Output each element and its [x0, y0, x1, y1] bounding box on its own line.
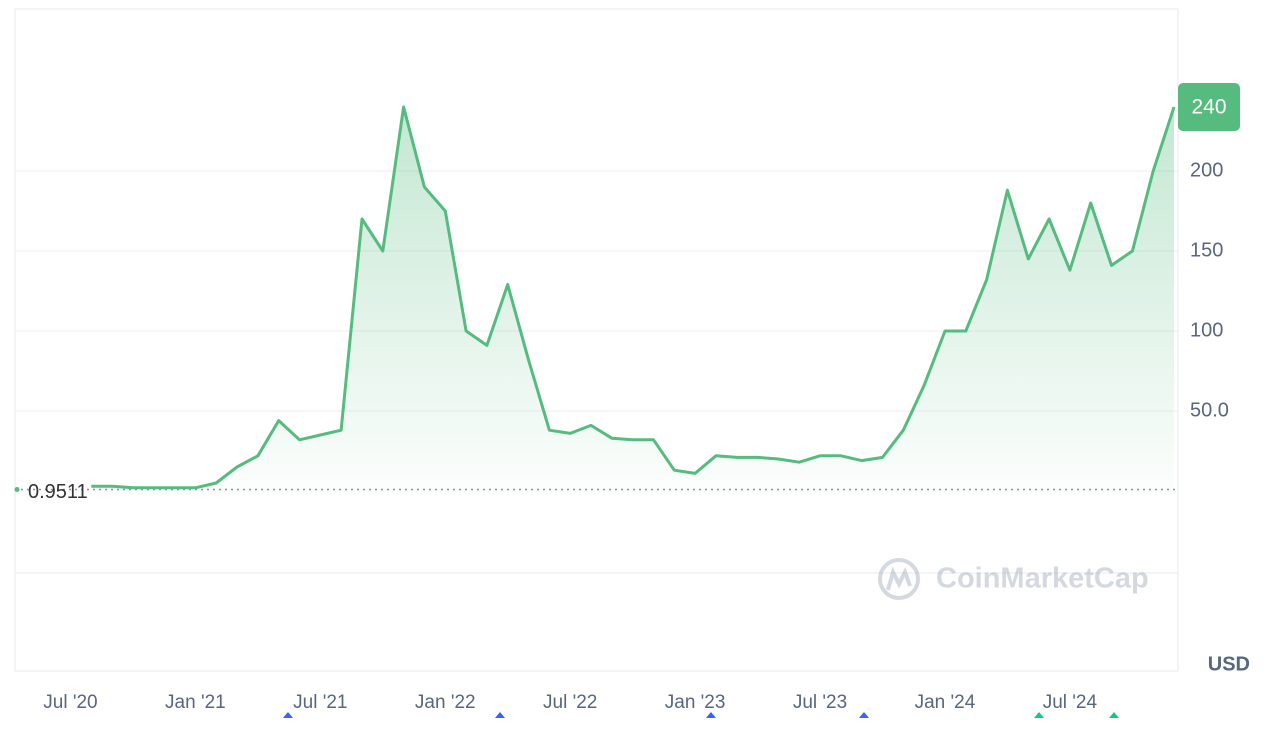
x-tick-label: Jul '22 — [543, 692, 597, 713]
event-markers — [283, 712, 1119, 718]
watermark-text: CoinMarketCap — [936, 563, 1149, 595]
currency-label: USD — [1208, 653, 1250, 675]
watermark: CoinMarketCap — [878, 558, 1149, 600]
x-tick-label: Jan '23 — [665, 692, 726, 713]
price-line — [91, 105, 1176, 490]
y-tick-label: 200 — [1190, 159, 1223, 181]
y-tick-label: 150 — [1190, 239, 1223, 261]
x-tick-label: Jul '21 — [293, 692, 347, 713]
x-tick-label: Jan '24 — [915, 692, 976, 713]
x-tick-label: Jul '24 — [1043, 692, 1098, 713]
x-tick-label: Jul '23 — [793, 692, 847, 713]
baseline-label: 0.9511 — [28, 481, 88, 503]
baseline-dot — [14, 486, 20, 492]
y-tick-label: 100 — [1190, 319, 1223, 341]
x-tick-label: Jan '22 — [415, 692, 476, 713]
x-tick-label: Jan '21 — [165, 692, 226, 713]
area-fill — [91, 107, 1174, 491]
x-tick-label: Jul '20 — [43, 692, 97, 713]
last-price-label: 240 — [1191, 96, 1226, 119]
y-tick-label: 50.0 — [1190, 399, 1229, 421]
last-price-tag — [1178, 83, 1240, 131]
